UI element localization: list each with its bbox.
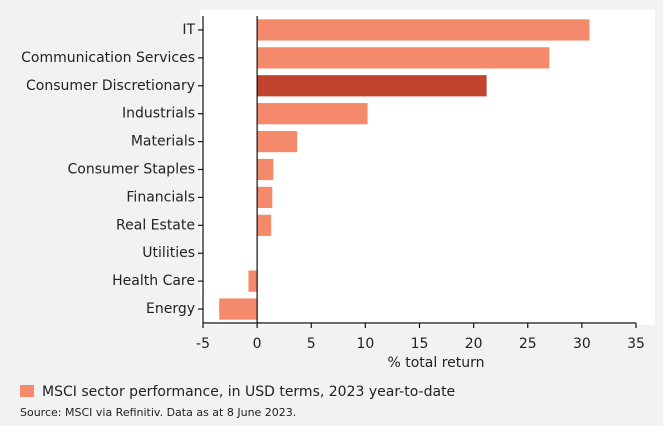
bar (257, 158, 274, 181)
y-tick-label: Communication Services (21, 50, 195, 66)
legend-label: MSCI sector performance, in USD terms, 2… (42, 384, 455, 400)
legend-swatch (20, 385, 34, 397)
y-tick-label: Financials (126, 189, 195, 205)
bar (257, 214, 272, 236)
y-tick-label: Health Care (112, 273, 195, 289)
x-tick-label: 35 (627, 336, 645, 352)
bar (257, 47, 550, 69)
x-tick-label: -5 (196, 336, 210, 352)
x-tick-label: 15 (411, 336, 429, 352)
x-tick-label: 25 (519, 336, 537, 352)
x-tick-label: 30 (573, 336, 591, 352)
bar (248, 270, 258, 292)
bar (257, 19, 590, 41)
y-tick-label: Energy (146, 301, 195, 317)
y-tick-label: Real Estate (116, 217, 195, 233)
y-tick-label: Industrials (122, 106, 195, 122)
bar (257, 186, 273, 209)
y-tick-label: Consumer Discretionary (26, 78, 195, 94)
x-axis-label: % total return (387, 355, 484, 371)
y-tick-label: Consumer Staples (68, 162, 195, 178)
y-tick-label: Utilities (142, 245, 195, 261)
x-tick-label: 20 (465, 336, 483, 352)
x-tick-label: 0 (253, 336, 262, 352)
y-tick-label: Materials (131, 134, 195, 150)
bar (257, 103, 368, 125)
bar (257, 75, 487, 97)
y-tick-label: IT (182, 22, 195, 38)
bar (257, 130, 298, 153)
source: Source: MSCI via Refinitiv. Data as at 8… (20, 406, 296, 419)
x-tick-label: 5 (307, 336, 316, 352)
x-tick-label: 10 (356, 336, 374, 352)
bar (219, 298, 258, 320)
